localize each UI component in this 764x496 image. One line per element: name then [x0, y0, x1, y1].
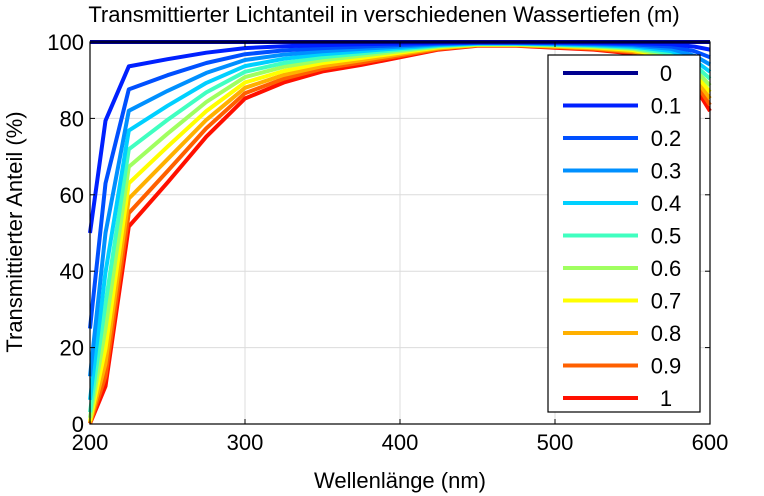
legend-label-0.8: 0.8	[651, 321, 682, 346]
legend-label-0: 0	[660, 61, 672, 86]
legend-label-0.4: 0.4	[651, 191, 682, 216]
y-tick-label: 20	[60, 336, 84, 361]
y-axis-label: Transmittierter Anteil (%)	[2, 111, 27, 352]
y-tick-labels: 0 20 40 60 80 100	[47, 30, 84, 437]
x-tick-label: 600	[692, 430, 729, 455]
axes-frame	[89, 41, 711, 425]
legend-label-0.6: 0.6	[651, 256, 682, 281]
y-tick-label: 0	[72, 412, 84, 437]
legend-label-0.9: 0.9	[651, 354, 682, 379]
x-axis-label: Wellenlänge (nm)	[314, 468, 486, 493]
x-tick-label: 200	[72, 430, 109, 455]
legend-label-0.7: 0.7	[651, 289, 682, 314]
x-tick-label: 400	[382, 430, 419, 455]
legend-label-0.3: 0.3	[651, 159, 682, 184]
legend-label-0.2: 0.2	[651, 126, 682, 151]
x-tick-labels: 200 300 400 500 600	[72, 430, 729, 455]
legend-label-0.5: 0.5	[651, 224, 682, 249]
chart-title: Transmittierter Lichtanteil in verschied…	[88, 2, 679, 27]
legend-label-1: 1	[660, 386, 672, 411]
x-tick-label: 300	[227, 430, 264, 455]
legend-label-0.1: 0.1	[651, 94, 682, 119]
y-tick-label: 100	[47, 30, 84, 55]
legend: 0 0.1 0.2 0.3 0.4 0.5 0.6 0.7 0.8 0.9 1	[547, 54, 701, 413]
y-tick-label: 60	[60, 183, 84, 208]
y-tick-label: 40	[60, 259, 84, 284]
x-tick-label: 500	[537, 430, 574, 455]
y-tick-label: 80	[60, 106, 84, 131]
